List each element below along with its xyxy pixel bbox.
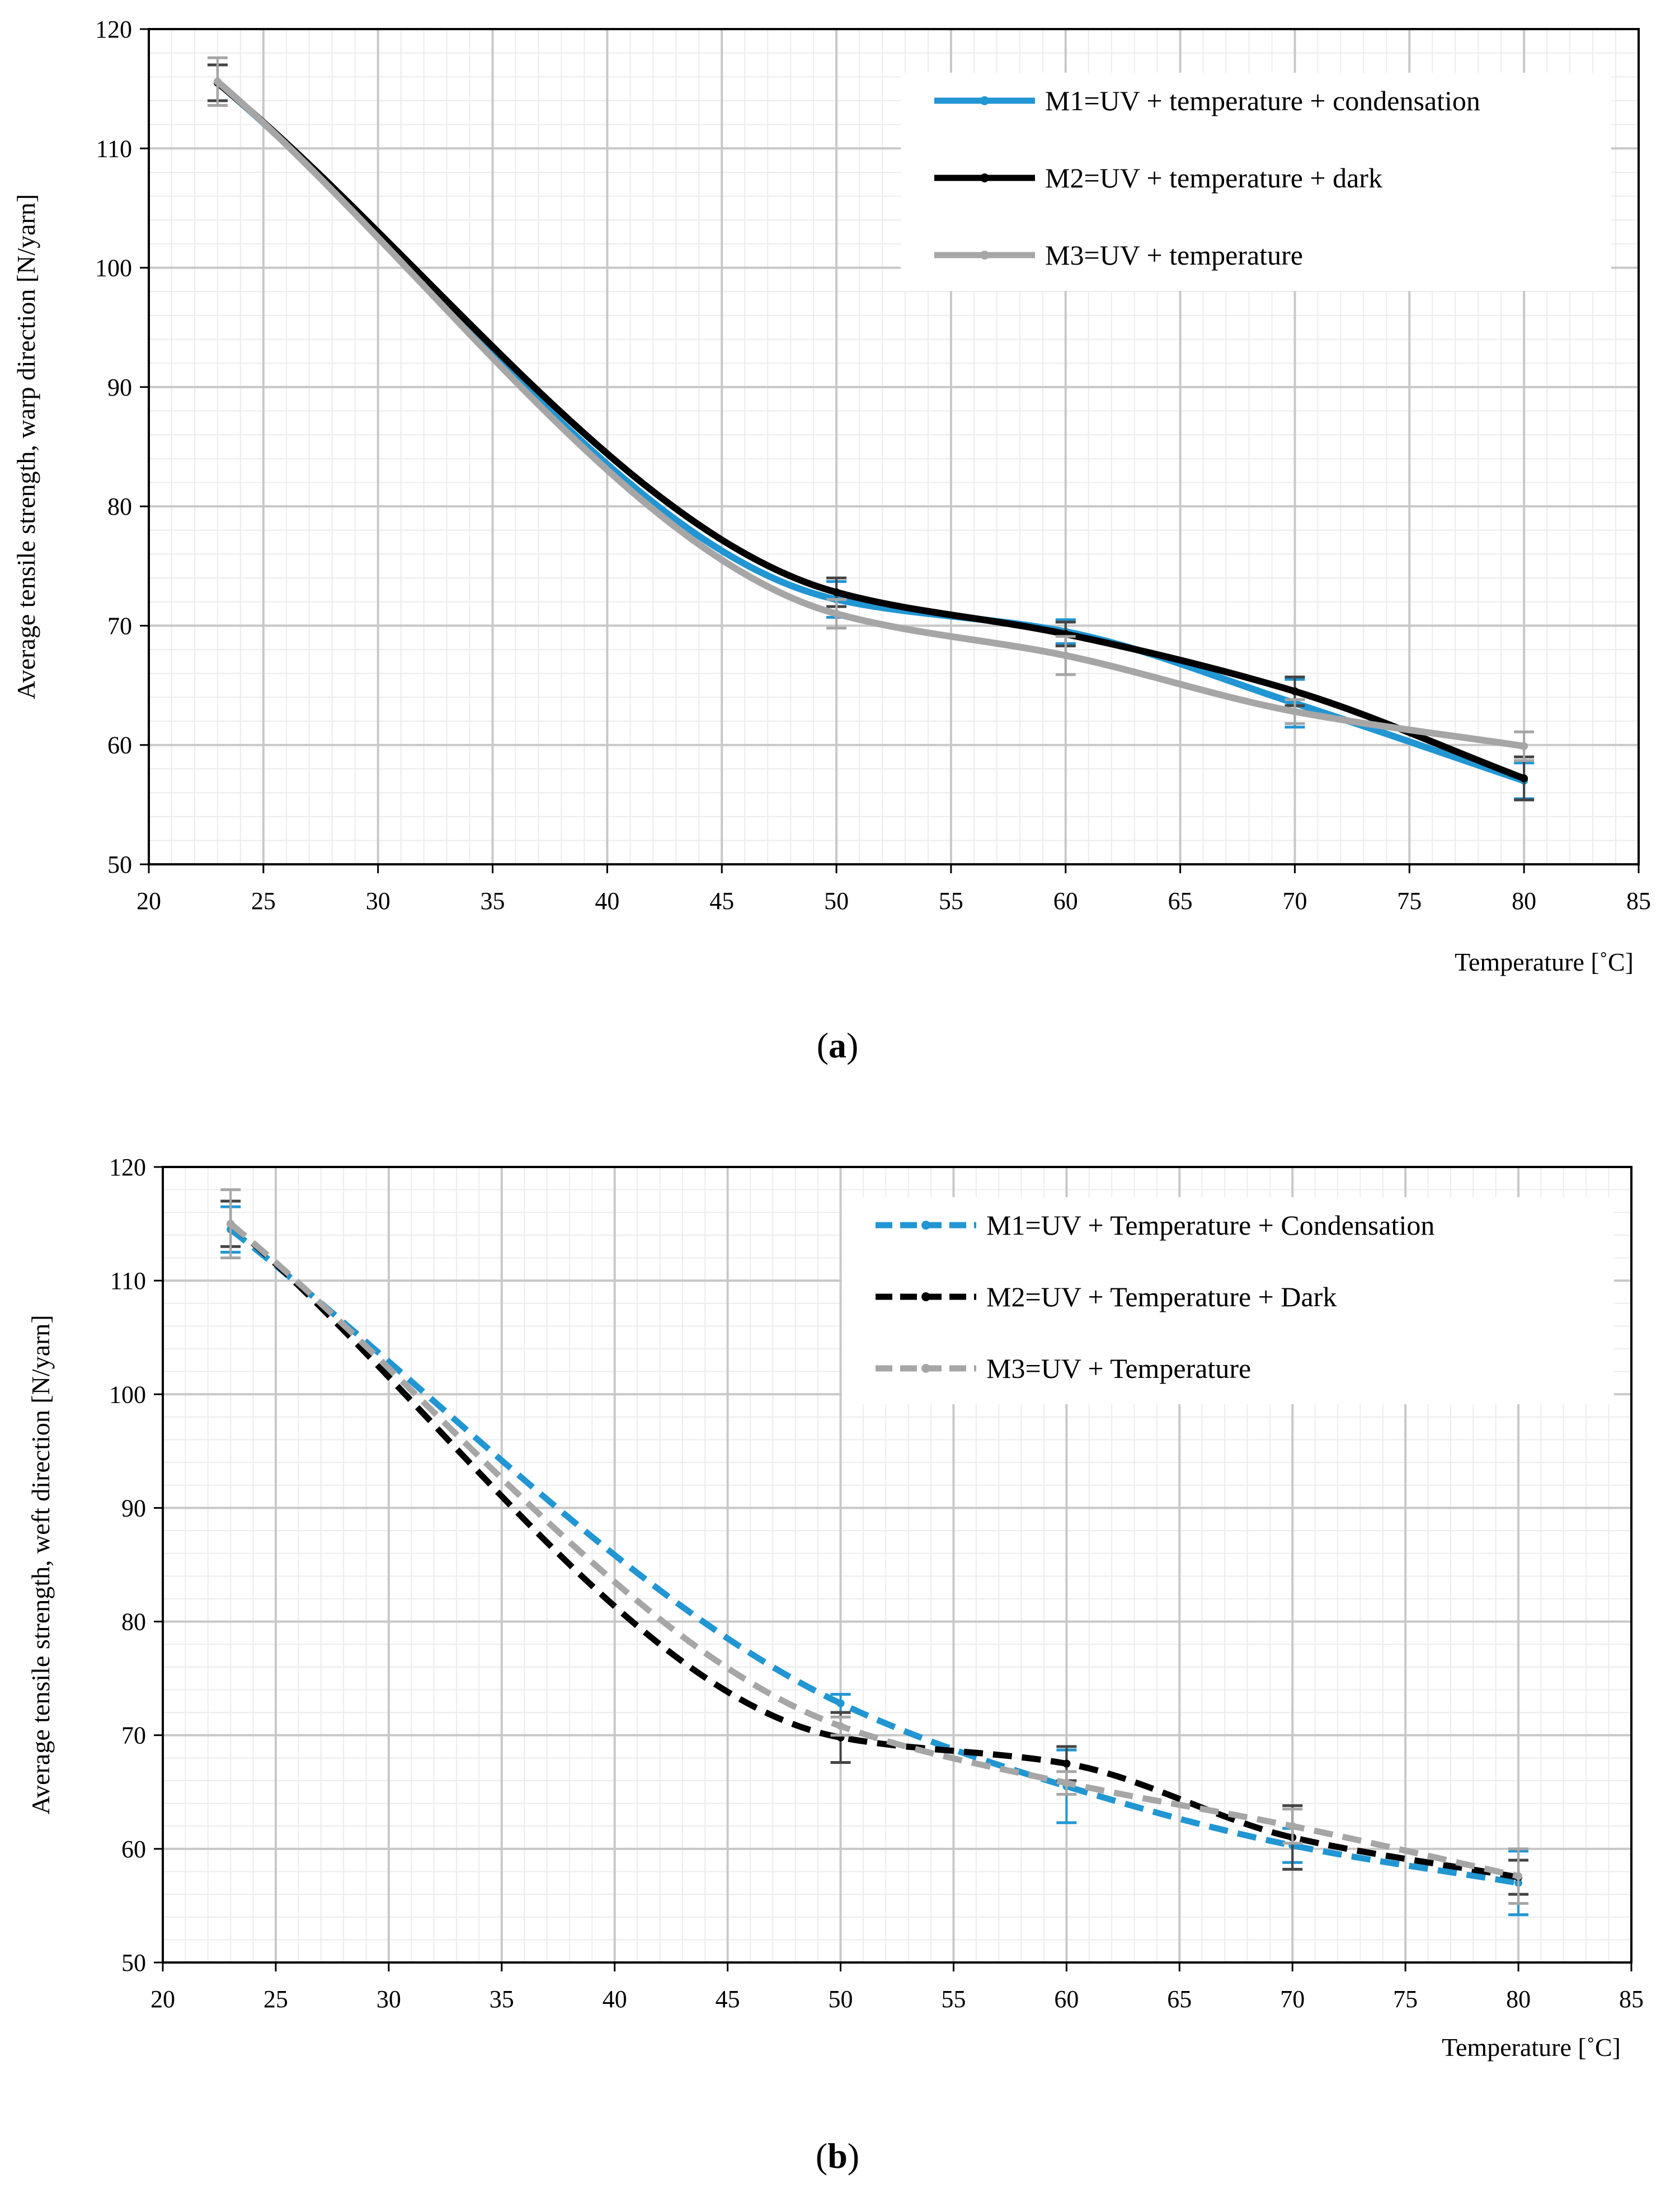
y-tick-label: 110: [96, 135, 132, 162]
y-tick-label: 90: [121, 1494, 146, 1522]
x-tick-label: 35: [481, 887, 505, 915]
x-tick-label: 80: [1506, 1985, 1531, 2013]
data-point: [1062, 1779, 1071, 1787]
series-line-3: [228, 1221, 1519, 1879]
y-tick-label: 80: [121, 1608, 146, 1636]
x-tick-label: 55: [939, 887, 963, 915]
x-tick-label: 20: [150, 1985, 175, 2013]
x-tick-label: 60: [1053, 887, 1078, 915]
legend-marker: [980, 96, 989, 105]
y-tick-label: 60: [121, 1836, 146, 1863]
x-tick-label: 80: [1512, 887, 1536, 915]
legend-label: M1=UV + temperature + condensation: [1045, 85, 1480, 116]
y-axis-label: Average tensile strength, weft direction…: [26, 1315, 55, 1814]
x-tick-label: 85: [1626, 887, 1651, 915]
plot-frame: [162, 1166, 1632, 1964]
data-point: [836, 1722, 845, 1730]
x-tick-label: 85: [1619, 1985, 1644, 2013]
legend-label: M2=UV + temperature + dark: [1045, 162, 1382, 194]
chart-a: 20 25 30 35 40 45 50 55 60 65 70 75 80 85 50 60 70 80 90 10…: [12, 16, 1651, 1065]
x-tick-label: 40: [595, 887, 619, 915]
x-tick-label: 25: [251, 887, 276, 915]
data-point: [1061, 651, 1070, 660]
data-point: [832, 588, 841, 596]
caption-a: (a): [817, 1025, 859, 1065]
y-tick-label: 100: [95, 255, 132, 282]
y-tick-label: 100: [109, 1381, 146, 1408]
series-line-3: [214, 78, 1528, 750]
x-axis-label: Temperature [˚C]: [1455, 948, 1634, 976]
series-line-2: [214, 79, 1528, 782]
legend-marker: [980, 173, 989, 182]
legend-label: M2=UV + Temperature + Dark: [986, 1281, 1337, 1312]
data-point: [227, 1220, 235, 1228]
series-line-1: [228, 1227, 1519, 1886]
data-point: [1520, 742, 1528, 750]
x-axis-label: Temperature [˚C]: [1442, 2033, 1621, 2062]
x-tick-label: 30: [377, 1985, 401, 2013]
x-tick-label: 50: [824, 887, 849, 915]
legend-label: M3=UV + Temperature: [986, 1353, 1251, 1384]
y-axis-label: Average tensile strength, warp direction…: [12, 194, 40, 699]
x-tick-label: 75: [1393, 1985, 1418, 2013]
data-point: [1288, 1822, 1297, 1830]
y-tick-label: 70: [107, 612, 132, 639]
legend-marker: [921, 1364, 930, 1373]
y-tick-label: 50: [107, 851, 132, 878]
data-point: [836, 1699, 845, 1707]
series-line-2: [228, 1221, 1519, 1881]
legend-marker: [980, 251, 989, 260]
data-point: [832, 610, 841, 618]
x-tick-label: 45: [716, 1985, 740, 2013]
x-tick-label: 55: [941, 1985, 966, 2013]
legend-label: M3=UV + temperature: [1045, 239, 1303, 271]
chart-b: 20 25 30 35 40 45 50 55 60 65 70 75 80 85 50 60 70 80 90 10…: [26, 1154, 1644, 2176]
data-point: [213, 77, 222, 86]
data-point: [1514, 1872, 1523, 1880]
legend-marker: [921, 1292, 930, 1301]
data-point: [1291, 687, 1299, 695]
y-tick-label: 120: [95, 16, 132, 43]
y-tick-label: 50: [121, 1949, 146, 1976]
legend-marker: [921, 1221, 930, 1230]
x-tick-label: 70: [1282, 887, 1307, 915]
y-tick-label: 80: [107, 493, 132, 520]
x-tick-label: 35: [490, 1985, 514, 2013]
y-tick-label: 90: [107, 374, 132, 401]
legend-box: [842, 1197, 1614, 1404]
x-tick-label: 75: [1397, 887, 1422, 915]
y-tick-label: 120: [109, 1154, 146, 1181]
data-point: [1520, 774, 1528, 783]
x-tick-label: 45: [709, 887, 734, 915]
y-tick-label: 70: [121, 1722, 146, 1749]
y-tick-label: 60: [107, 732, 132, 759]
data-point: [1062, 1759, 1071, 1768]
caption-b: (b): [816, 2136, 859, 2176]
x-tick-label: 65: [1168, 887, 1193, 915]
plot-frame: [148, 28, 1640, 865]
legend-label: M1=UV + Temperature + Condensation: [986, 1209, 1434, 1241]
data-point: [1291, 707, 1299, 716]
y-tick-label: 110: [110, 1267, 146, 1295]
x-tick-label: 40: [603, 1985, 627, 2013]
x-tick-label: 25: [264, 1985, 288, 2013]
x-tick-label: 70: [1280, 1985, 1305, 2013]
x-tick-label: 65: [1167, 1985, 1192, 2013]
x-tick-label: 60: [1054, 1985, 1079, 2013]
x-tick-label: 20: [137, 887, 161, 915]
x-tick-label: 30: [366, 887, 390, 915]
x-tick-label: 50: [829, 1985, 853, 2013]
